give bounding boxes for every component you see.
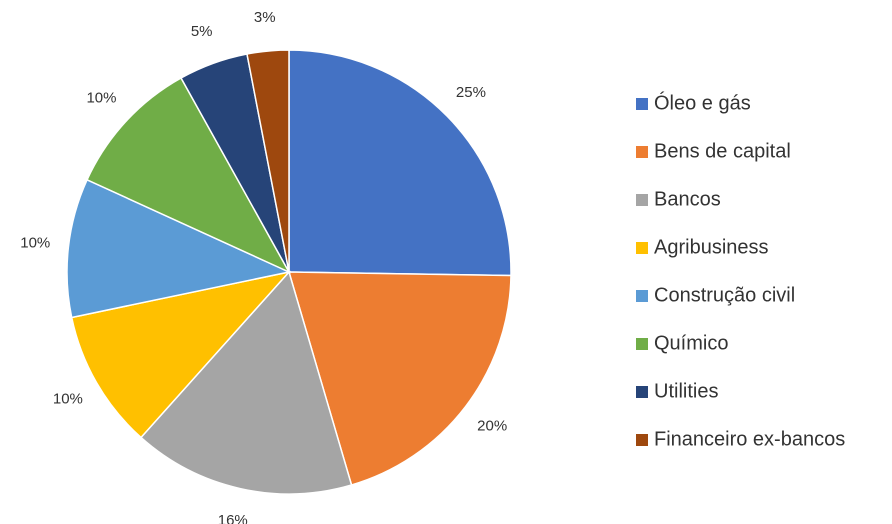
data-label: 25%: [456, 84, 486, 101]
legend-label: Construção civil: [654, 284, 795, 306]
data-label: 16%: [218, 512, 248, 524]
legend-swatch: [636, 434, 648, 446]
pie-slice: [288, 49, 512, 277]
pie-slice: [287, 271, 512, 486]
legend-swatch: [636, 290, 648, 302]
legend-swatch: [636, 242, 648, 254]
data-label: 10%: [53, 391, 83, 408]
data-label: 10%: [20, 235, 50, 252]
legend-label: Bens de capital: [654, 140, 791, 162]
legend-label: Agribusiness: [654, 236, 769, 258]
legend-label: Químico: [654, 332, 728, 354]
data-label: 10%: [86, 90, 116, 107]
legend-label: Utilities: [654, 380, 718, 402]
data-label: 20%: [477, 418, 507, 435]
pie-slice: [66, 178, 292, 319]
legend-label: Financeiro ex-bancos: [654, 428, 845, 450]
data-label: 3%: [254, 9, 276, 26]
pie-slice: [70, 270, 292, 439]
legend-swatch: [636, 386, 648, 398]
legend-swatch: [636, 194, 648, 206]
legend-label: Bancos: [654, 188, 721, 210]
legend-label: Óleo e gás: [654, 91, 751, 114]
pie-slice: [139, 270, 353, 495]
pie-slice: [246, 49, 290, 273]
data-label: 5%: [191, 23, 213, 40]
legend-swatch: [636, 146, 648, 158]
legend-swatch: [636, 98, 648, 110]
pie-slice: [86, 76, 291, 274]
legend-swatch: [636, 338, 648, 350]
